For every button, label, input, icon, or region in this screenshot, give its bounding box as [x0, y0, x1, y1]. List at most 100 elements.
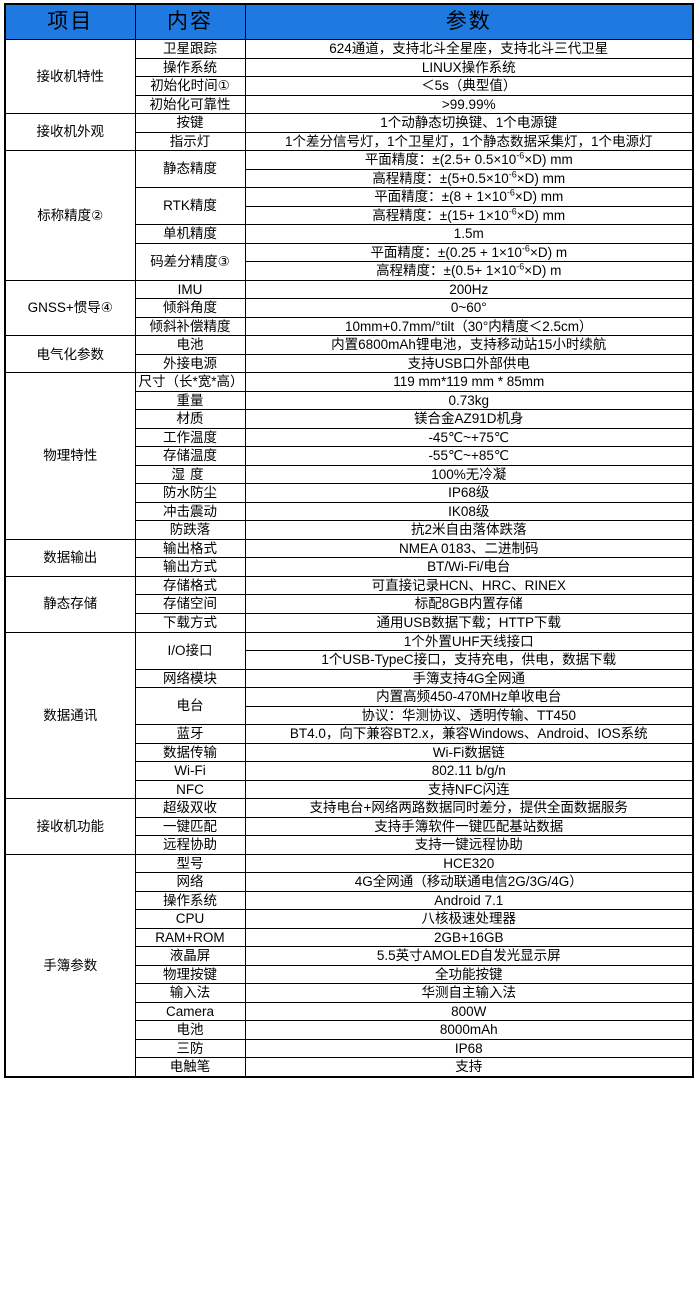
value-cell: 支持 [244, 1057, 694, 1078]
item-cell: 电台 [134, 687, 246, 726]
table-row: 初始化时间① ＜5s（典型值） [5, 76, 694, 96]
table-row: 防水防尘 IP68级 [5, 483, 694, 503]
item-cell: 电触笔 [134, 1057, 246, 1078]
value-cell: 可直接记录HCN、HRC、RINEX [244, 575, 694, 596]
value-cell: 高程精度：±(0.5+ 1×10-6×D) m [244, 261, 694, 281]
table-row: 输出方式 BT/Wi-Fi/电台 [5, 557, 694, 577]
item-cell: RTK精度 [134, 187, 246, 226]
value-cell: 高程精度：±(15+ 1×10-6×D) mm [244, 205, 694, 226]
table-row: 物理特性 尺寸（长*宽*高） 119 mm*119 mm * 85mm [4, 372, 694, 540]
item-cell: 初始化可靠性 [134, 94, 246, 115]
item-cell: 初始化时间① [134, 76, 246, 96]
value-cell: 内置高频450-470MHz单收电台 [244, 687, 694, 707]
table-row: 单机精度 1.5m [5, 224, 694, 244]
value-cell: 支持NFC闪连 [244, 779, 694, 800]
value-cell: 八核极速处理器 [244, 909, 694, 929]
header-cell-category: 项目 [4, 3, 136, 40]
category-cell: 物理特性 [4, 372, 136, 540]
value-cell: 支持USB口外部供电 [244, 353, 694, 374]
item-cell: 输入法 [134, 983, 246, 1003]
table-row: GNSS+惯导④ IMU 200Hz [4, 279, 694, 337]
header-row: 项目 内容 参数 [4, 3, 694, 40]
value-cell: 支持一键远程协助 [244, 835, 694, 855]
value-cell: 1个USB-TypeC接口，支持充电，供电，数据下载 [244, 650, 694, 670]
item-cell: 三防 [134, 1038, 246, 1059]
value-cell: 5.5英寸AMOLED自发光显示屏 [244, 946, 694, 966]
value-cell: 0~60° [244, 298, 694, 318]
value-cell: 1个差分信号灯，1个卫星灯，1个静态数据采集灯，1个电源灯 [244, 131, 694, 152]
item-cell: RAM+ROM [134, 927, 246, 948]
value-cell: 华测自主输入法 [244, 983, 694, 1003]
item-cell: Wi-Fi [134, 761, 246, 781]
category-cell: 接收机外观 [4, 113, 136, 152]
table-row: 冲击震动 IK08级 [5, 501, 694, 522]
table-row: 数据输出 输出格式 NMEA 0183、二进制码 [4, 538, 694, 577]
value-cell: IP68级 [244, 483, 694, 503]
item-cell: 蓝牙 [134, 724, 246, 744]
value-cell: 100%无冷凝 [244, 464, 694, 485]
table-row: 操作系统 Android 7.1 [5, 890, 694, 911]
item-cell: 物理按键 [134, 964, 246, 985]
value-cell: 支持手簿软件一键匹配基站数据 [244, 816, 694, 837]
category-cell: 接收机特性 [4, 38, 136, 115]
table-row: 电触笔 支持 [5, 1057, 694, 1078]
specification-table: 项目 内容 参数 接收机特性 卫星跟踪 624通道，支持北斗全星座，支持北斗三代卫星… [4, 3, 694, 1078]
item-cell: 工作温度 [134, 427, 246, 448]
value-cell: 内置6800mAh锂电池，支持移动站15小时续航 [244, 335, 694, 355]
table-row: 一键匹配 支持手簿软件一键匹配基站数据 [5, 816, 694, 837]
item-cell: 存储温度 [134, 446, 246, 466]
item-cell: 操作系统 [134, 890, 246, 911]
item-cell: 超级双收 [134, 798, 246, 818]
item-cell: Camera [134, 1001, 246, 1022]
table-row: 湿度 100%无冷凝 [5, 464, 694, 485]
table-row: 接收机外观 按键 1个动静态切换键、1个电源键 [4, 113, 694, 152]
value-cell: -55℃~+85℃ [244, 446, 694, 466]
item-cell: IMU [134, 279, 246, 300]
table-row: 三防 IP68 [5, 1038, 694, 1059]
table-row: 高程精度：±(15+ 1×10-6×D) mm [5, 205, 694, 226]
category-cell: 标称精度② [4, 150, 136, 281]
table-row: 协议：华测协议、透明传输、TT450 [5, 705, 694, 726]
value-cell: NMEA 0183、二进制码 [244, 538, 694, 559]
value-cell: BT4.0，向下兼容BT2.x，兼容Windows、Android、IOS系统 [244, 724, 694, 744]
table-row: 电气化参数 电池 内置6800mAh锂电池，支持移动站15小时续航 [4, 335, 694, 374]
item-cell: 电池 [134, 335, 246, 355]
value-cell: 119 mm*119 mm * 85mm [244, 372, 694, 392]
item-cell: 码差分精度③ [134, 242, 246, 281]
table-row: Wi-Fi 802.11 b/g/n [5, 761, 694, 781]
value-cell: 4G全网通（移动联通电信2G/3G/4G） [244, 872, 694, 892]
category-cell: 接收机功能 [4, 798, 136, 855]
table-row: RTK精度 平面精度：±(8 + 1×10-6×D) mm [5, 187, 694, 226]
header-cell-item: 内容 [134, 3, 246, 40]
value-cell: 平面精度：±(0.25 + 1×10-6×D) m [244, 242, 694, 263]
table-row: 远程协助 支持一键远程协助 [5, 835, 694, 855]
value-cell: 标配8GB内置存储 [244, 594, 694, 614]
value-cell: 1个动静态切换键、1个电源键 [244, 113, 694, 133]
table-row: 下载方式 通用USB数据下载；HTTP下载 [5, 612, 694, 633]
item-cell: 外接电源 [134, 353, 246, 374]
item-cell: 防水防尘 [134, 483, 246, 503]
table-row: 网络模块 手簿支持4G全网通 [5, 668, 694, 689]
table-row: 电台 内置高频450-470MHz单收电台 [5, 687, 694, 726]
table-row: 物理按键 全功能按键 [5, 964, 694, 985]
item-cell: 操作系统 [134, 57, 246, 78]
item-cell: 按键 [134, 113, 246, 133]
item-cell: 存储格式 [134, 575, 246, 596]
item-cell: I/O接口 [134, 631, 246, 670]
table-row: 存储空间 标配8GB内置存储 [5, 594, 694, 614]
value-cell: 手簿支持4G全网通 [244, 668, 694, 689]
table-row: 倾斜补偿精度 10mm+0.7mm/°tilt（30°内精度＜2.5cm） [5, 316, 694, 337]
value-cell: IP68 [244, 1038, 694, 1059]
table-body: 接收机特性 卫星跟踪 624通道，支持北斗全星座，支持北斗三代卫星 操作系统 LINUX… [4, 38, 694, 1078]
value-cell: IK08级 [244, 501, 694, 522]
category-cell: 手簿参数 [4, 853, 136, 1078]
value-cell: 平面精度：±(8 + 1×10-6×D) mm [244, 187, 694, 207]
item-cell: 重量 [134, 390, 246, 411]
item-cell: 电池 [134, 1020, 246, 1040]
table-row: RAM+ROM 2GB+16GB [5, 927, 694, 948]
value-cell: ＜5s（典型值） [244, 76, 694, 96]
item-cell: 存储空间 [134, 594, 246, 614]
item-cell: 远程协助 [134, 835, 246, 855]
table-row: 工作温度 -45℃~+75℃ [5, 427, 694, 448]
category-cell: 静态存储 [4, 575, 136, 633]
